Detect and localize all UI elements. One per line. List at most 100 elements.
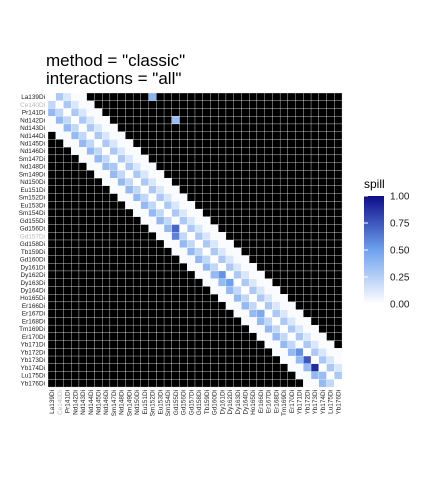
heatmap-cell — [63, 270, 72, 279]
heatmap-cell — [334, 131, 343, 140]
heatmap-cell — [295, 139, 304, 148]
heatmap-cell — [125, 363, 134, 372]
heatmap-cell — [71, 154, 80, 163]
heatmap-cell — [86, 108, 95, 117]
heatmap-cell — [47, 131, 56, 140]
heatmap-cell — [125, 278, 134, 287]
heatmap-cell — [218, 379, 227, 388]
heatmap-cell — [125, 255, 134, 264]
heatmap-cell — [241, 301, 250, 310]
heatmap-cell — [202, 332, 211, 341]
heatmap-cell — [264, 123, 273, 132]
heatmap-cell — [47, 371, 56, 380]
heatmap-cell — [202, 224, 211, 233]
heatmap-cell — [303, 100, 312, 109]
heatmap-cell — [125, 348, 134, 357]
heatmap-cell — [310, 270, 319, 279]
heatmap-cell — [109, 247, 118, 256]
heatmap-cell — [47, 185, 56, 194]
heatmap-cell — [78, 201, 87, 210]
heatmap-cell — [140, 332, 149, 341]
heatmap-cell — [225, 154, 234, 163]
heatmap-cell — [132, 147, 142, 156]
heatmap-cell — [210, 154, 219, 163]
legend-tick-label: 0.75 — [390, 219, 410, 230]
heatmap-cell — [187, 294, 196, 303]
heatmap-cell — [256, 123, 265, 132]
heatmap-cell — [117, 332, 126, 341]
heatmap-cell — [249, 309, 258, 318]
heatmap-cell — [47, 154, 56, 163]
heatmap-cell — [179, 301, 188, 310]
heatmap-cell — [71, 162, 80, 171]
heatmap-cell — [117, 224, 126, 233]
heatmap-cell — [225, 340, 234, 349]
y-tick-label: Eu151Di — [20, 187, 45, 194]
heatmap-cell — [148, 379, 157, 388]
heatmap-cell — [318, 247, 327, 256]
heatmap-cell — [187, 177, 196, 187]
y-tick-label: Gd155Di — [20, 218, 45, 225]
heatmap-cell — [194, 170, 203, 179]
heatmap-cell — [179, 317, 188, 326]
heatmap-cell — [295, 363, 304, 372]
heatmap-cell — [295, 317, 304, 326]
heatmap-cell — [334, 363, 343, 372]
heatmap-cell — [109, 255, 118, 264]
x-tick-label: Gd157Di — [188, 390, 195, 415]
x-tick-label: Er167Di — [266, 390, 273, 413]
heatmap-cell — [63, 108, 72, 117]
heatmap-cell — [310, 123, 319, 132]
heatmap-cell — [279, 379, 289, 388]
heatmap-cell — [148, 177, 157, 187]
heatmap-cell — [156, 147, 165, 156]
heatmap-cell — [109, 332, 118, 341]
legend-title: spill — [364, 177, 385, 191]
heatmap-cell — [256, 108, 265, 117]
heatmap-cell — [55, 371, 64, 380]
heatmap-cell — [225, 147, 234, 156]
heatmap-cell — [295, 255, 304, 264]
heatmap-cell — [86, 162, 95, 171]
heatmap-cell — [179, 193, 188, 202]
heatmap-cell — [109, 224, 118, 233]
heatmap-cell — [71, 147, 80, 156]
heatmap-cell — [287, 348, 296, 357]
heatmap-cell — [71, 92, 80, 101]
heatmap-cell — [210, 147, 219, 156]
heatmap-cell — [310, 371, 319, 380]
heatmap-cell — [86, 263, 95, 272]
heatmap-cell — [241, 147, 250, 156]
heatmap-cell — [218, 193, 227, 202]
heatmap-cell — [241, 363, 250, 372]
heatmap-cell — [287, 324, 296, 334]
heatmap-cell — [47, 239, 56, 248]
heatmap-cell — [86, 355, 95, 364]
heatmap-cell — [102, 371, 111, 380]
heatmap-cell — [303, 185, 312, 194]
heatmap-cell — [279, 239, 289, 248]
heatmap-cell — [249, 216, 258, 225]
heatmap-cell — [148, 371, 157, 380]
y-tick-label: Nd142Di — [20, 117, 45, 124]
heatmap-cell — [279, 294, 289, 303]
heatmap-cell — [109, 309, 118, 318]
heatmap-cell — [249, 100, 258, 109]
y-tick-label: Sm152Di — [19, 195, 45, 202]
heatmap-cell — [171, 216, 180, 225]
heatmap-cell — [55, 162, 64, 171]
heatmap-cell — [171, 263, 180, 272]
heatmap-cell — [256, 255, 265, 264]
heatmap-cell — [117, 263, 126, 272]
heatmap-cell — [202, 139, 211, 148]
heatmap-cell — [163, 301, 172, 310]
heatmap-cell — [249, 379, 258, 388]
heatmap-cell — [187, 100, 196, 109]
heatmap-cell — [78, 263, 87, 272]
heatmap-cell — [86, 170, 95, 179]
heatmap-cell — [303, 379, 312, 388]
heatmap-cell — [125, 108, 134, 117]
heatmap-cell — [303, 224, 312, 233]
heatmap-cell — [233, 185, 242, 194]
heatmap-cell — [179, 324, 188, 334]
